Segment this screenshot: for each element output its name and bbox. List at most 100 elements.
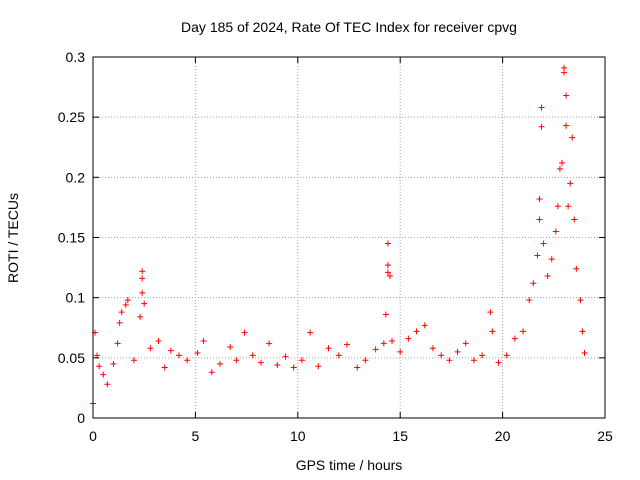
data-point	[530, 280, 537, 287]
data-point	[266, 340, 273, 347]
data-point	[116, 319, 123, 326]
data-point	[571, 216, 578, 223]
data-point	[554, 203, 561, 210]
data-point	[124, 297, 131, 304]
grid-lines	[93, 57, 605, 418]
data-point	[282, 353, 289, 360]
data-point	[298, 357, 305, 364]
data-point	[130, 357, 137, 364]
data-point	[227, 344, 234, 351]
data-point	[503, 352, 510, 359]
data-point	[558, 159, 565, 166]
data-point	[354, 364, 361, 371]
data-point	[511, 335, 518, 342]
data-point	[581, 350, 588, 357]
y-tick-label: 0.05	[58, 350, 85, 366]
data-point	[577, 297, 584, 304]
data-point	[122, 301, 129, 308]
data-point	[100, 371, 107, 378]
data-point	[470, 357, 477, 364]
data-point	[161, 364, 168, 371]
data-point	[405, 335, 412, 342]
data-point	[556, 165, 563, 172]
data-point	[176, 352, 183, 359]
data-point	[384, 262, 391, 269]
data-point	[139, 275, 146, 282]
data-point	[104, 381, 111, 388]
data-point	[413, 328, 420, 335]
data-point	[380, 340, 387, 347]
data-point	[552, 228, 559, 235]
data-point	[372, 346, 379, 353]
data-point	[274, 362, 281, 369]
data-point	[147, 345, 154, 352]
data-point	[429, 345, 436, 352]
data-point	[569, 134, 576, 141]
y-tick-label: 0	[77, 410, 85, 426]
x-tick-label: 25	[597, 428, 613, 444]
data-point	[155, 337, 162, 344]
data-point	[139, 268, 146, 275]
data-point	[241, 329, 248, 336]
data-point	[114, 340, 121, 347]
data-point	[489, 328, 496, 335]
chart-title: Day 185 of 2024, Rate Of TEC Index for r…	[181, 19, 517, 35]
data-point	[495, 359, 502, 366]
x-tick-label: 20	[495, 428, 511, 444]
data-point	[249, 352, 256, 359]
y-tick-label: 0.15	[58, 230, 85, 246]
data-point	[386, 273, 393, 280]
data-point	[208, 369, 215, 376]
data-point	[110, 360, 117, 367]
data-point	[290, 364, 297, 371]
y-axis-label: ROTI / TECUs	[5, 193, 21, 283]
data-point	[487, 309, 494, 316]
y-tick-label: 0.1	[66, 290, 86, 306]
data-point	[194, 350, 201, 357]
y-tick-label: 0.2	[66, 169, 86, 185]
data-point	[307, 329, 314, 336]
data-point	[565, 203, 572, 210]
data-point	[335, 352, 342, 359]
data-point	[536, 195, 543, 202]
data-point	[257, 359, 264, 366]
data-point	[325, 345, 332, 352]
data-point	[397, 348, 404, 355]
data-point	[139, 289, 146, 296]
data-point	[315, 363, 322, 370]
data-point	[384, 240, 391, 247]
data-point	[563, 92, 570, 99]
data-point	[389, 337, 396, 344]
data-point	[438, 352, 445, 359]
data-point	[534, 252, 541, 259]
x-tick-label: 5	[192, 428, 200, 444]
data-point	[137, 313, 144, 320]
data-point	[141, 300, 148, 307]
data-point	[384, 269, 391, 276]
y-tick-label: 0.25	[58, 109, 85, 125]
axis-ticks: 0 5 10 15 20 25 0 0.05 0.1 0.15 0.2 0.25 0.3	[58, 49, 613, 444]
x-tick-label: 15	[392, 428, 408, 444]
data-point	[233, 357, 240, 364]
data-point	[167, 347, 174, 354]
data-point	[563, 122, 570, 129]
data-point	[96, 363, 103, 370]
data-point	[343, 341, 350, 348]
data-point	[118, 309, 125, 316]
data-point	[520, 328, 527, 335]
x-axis-label: GPS time / hours	[296, 457, 403, 473]
data-point	[567, 180, 574, 187]
data-point	[538, 104, 545, 111]
data-point	[216, 360, 223, 367]
data-point	[548, 256, 555, 263]
y-tick-label: 0.3	[66, 49, 86, 65]
x-tick-label: 0	[89, 428, 97, 444]
data-point	[184, 357, 191, 364]
data-point	[538, 123, 545, 130]
x-tick-label: 10	[290, 428, 306, 444]
data-point	[362, 357, 369, 364]
data-point	[200, 337, 207, 344]
data-point	[536, 216, 543, 223]
data-point	[561, 64, 568, 71]
